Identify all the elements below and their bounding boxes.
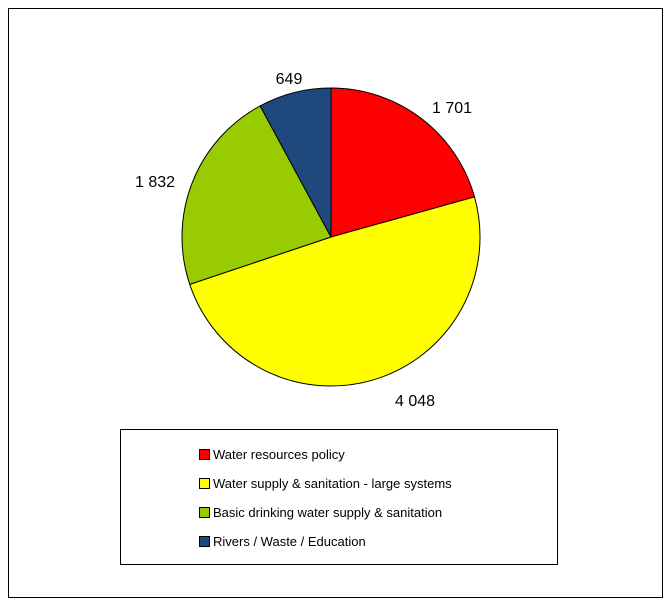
pie-chart: 1 701 4 048 1 832 649: [135, 71, 481, 410]
legend-item-basic-drinking-water: Basic drinking water supply & sanitation: [199, 498, 557, 527]
data-label-water-resources-policy: 1 701: [432, 100, 472, 117]
legend-label: Rivers / Waste / Education: [213, 534, 366, 549]
legend-item-water-supply-large-systems: Water supply & sanitation - large system…: [199, 469, 557, 498]
chart-frame: 1 701 4 048 1 832 649 Water resources po…: [8, 8, 663, 598]
legend-item-rivers-waste-education: Rivers / Waste / Education: [199, 527, 557, 556]
legend-label: Water supply & sanitation - large system…: [213, 476, 452, 491]
legend-swatch: [199, 478, 210, 489]
legend-swatch: [199, 449, 210, 460]
data-label-rivers-waste-education: 649: [276, 71, 303, 88]
data-labels: 1 701 4 048 1 832 649: [135, 71, 472, 410]
pie-slice-water-supply-large-systems: [189, 196, 481, 387]
data-label-basic-drinking-water: 1 832: [135, 174, 175, 191]
chart-legend: Water resources policy Water supply & sa…: [120, 429, 558, 565]
legend-label: Water resources policy: [213, 447, 345, 462]
pie-slice-water-resources-policy: [330, 87, 476, 238]
legend-swatch: [199, 536, 210, 547]
pie-slices: [181, 87, 481, 387]
data-label-water-supply-large-systems: 4 048: [395, 393, 435, 410]
pie-slice-rivers-waste-education: [259, 87, 332, 238]
pie-slice-basic-drinking-water: [181, 105, 332, 285]
legend-swatch: [199, 507, 210, 518]
legend-label: Basic drinking water supply & sanitation: [213, 505, 443, 520]
legend-item-water-resources-policy: Water resources policy: [199, 440, 557, 469]
